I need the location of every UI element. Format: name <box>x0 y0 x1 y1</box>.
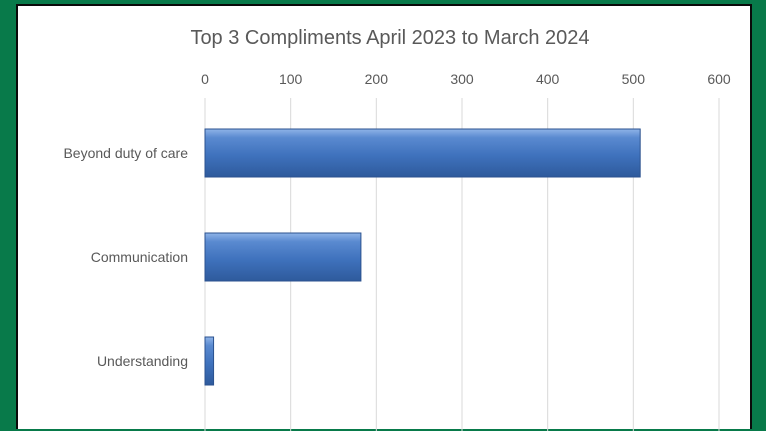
x-tick-label: 100 <box>279 71 303 87</box>
bar-communication <box>204 232 362 282</box>
chart-title: Top 3 Compliments April 2023 to March 20… <box>190 27 589 49</box>
x-tick-label: 300 <box>450 71 474 87</box>
x-tick-label: 200 <box>365 71 389 87</box>
x-axis-ticks: 0 100 200 300 400 500 600 <box>201 71 731 87</box>
bars <box>204 128 641 386</box>
x-tick-label: 400 <box>536 71 560 87</box>
y-axis-categories: Beyond duty of care Communication Understa… <box>63 145 188 369</box>
category-label: Understanding <box>97 353 188 369</box>
x-tick-label: 0 <box>201 71 209 87</box>
category-label: Communication <box>91 249 188 265</box>
chart-frame: Top 3 Compliments April 2023 to March 20… <box>16 4 752 431</box>
x-tick-label: 500 <box>622 71 646 87</box>
bar-beyond-duty-of-care <box>204 128 641 178</box>
x-tick-label: 600 <box>707 71 731 87</box>
bar-understanding <box>204 336 215 386</box>
bar-chart: Top 3 Compliments April 2023 to March 20… <box>63 27 731 431</box>
category-label: Beyond duty of care <box>63 145 188 161</box>
